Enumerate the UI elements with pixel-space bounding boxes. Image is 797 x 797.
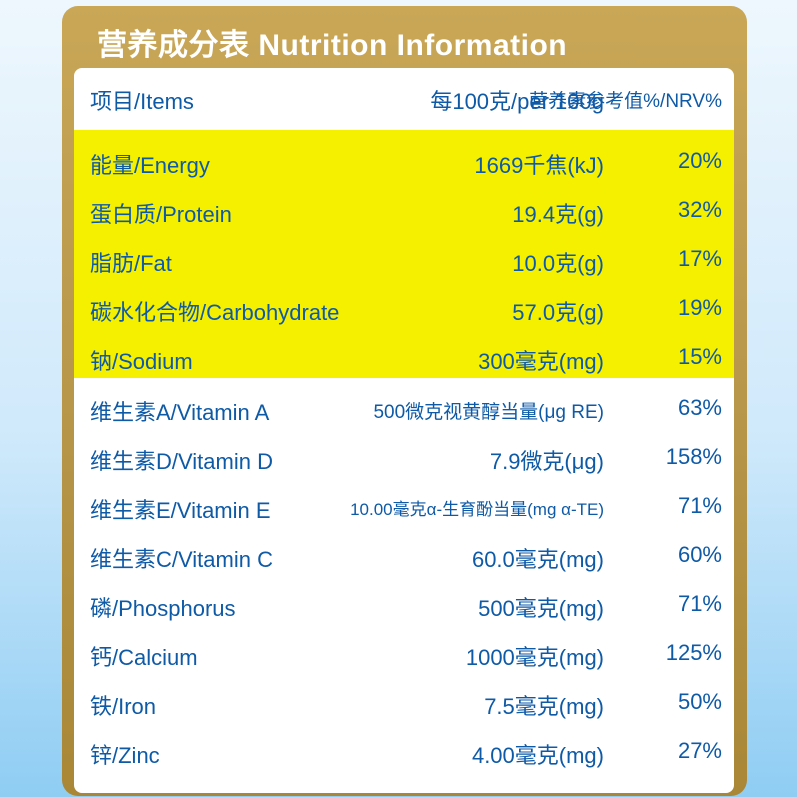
row-nrv: 27%: [677, 738, 722, 763]
row-item: 维生素E/Vitamin E: [90, 498, 271, 523]
row-amount: 60.0毫克(mg): [471, 547, 604, 572]
row-amount: 1000毫克(mg): [465, 645, 604, 670]
header-amount: 每100克/per 100g: [430, 89, 604, 114]
nutrition-panel: 营养成分表 Nutrition Information 项目/Items 每10…: [62, 6, 747, 796]
row-nrv: 32%: [677, 197, 722, 222]
table-row: 能量/Energy 1669千焦(kJ) 20%: [74, 136, 734, 185]
row-item: 维生素C/Vitamin C: [90, 547, 273, 572]
panel-title: 营养成分表 Nutrition Information: [97, 29, 568, 62]
table-row: 锌/Zinc 4.00毫克(mg) 27%: [74, 726, 734, 775]
row-nrv: 125%: [665, 640, 722, 665]
row-nrv: 15%: [677, 344, 722, 369]
row-amount: 1669千焦(kJ): [474, 153, 604, 178]
table-row: 磷/Phosphorus 500毫克(mg) 71%: [74, 579, 734, 628]
row-nrv: 20%: [677, 148, 722, 173]
row-amount: 7.5毫克(mg): [484, 694, 604, 719]
row-nrv: 71%: [677, 591, 722, 616]
row-amount: 500微克视黄醇当量(μg RE): [373, 402, 604, 423]
table-row: 维生素E/Vitamin E 10.00毫克α-生育酚当量(mg α-TE) 7…: [74, 481, 734, 530]
row-amount: 4.00毫克(mg): [471, 743, 604, 768]
row-nrv: 71%: [677, 493, 722, 518]
table-row: 维生素A/Vitamin A 500微克视黄醇当量(μg RE) 63%: [74, 383, 734, 432]
row-item: 脂肪/Fat: [90, 251, 172, 276]
core-nutrients-highlight: [74, 130, 734, 378]
table-header: 项目/Items 每100克/per 100g 营养素参考值%/NRV%: [74, 68, 734, 126]
row-nrv: 60%: [677, 542, 722, 567]
table-row: 钠/Sodium 300毫克(mg) 15%: [74, 332, 734, 381]
table-row: 维生素C/Vitamin C 60.0毫克(mg) 60%: [74, 530, 734, 579]
table-row: 蛋白质/Protein 19.4克(g) 32%: [74, 185, 734, 234]
row-item: 蛋白质/Protein: [90, 202, 232, 227]
table-row: 维生素D/Vitamin D 7.9微克(μg) 158%: [74, 432, 734, 481]
table-row: 钙/Calcium 1000毫克(mg) 125%: [74, 628, 734, 677]
row-amount: 57.0克(g): [512, 300, 604, 325]
row-amount: 19.4克(g): [512, 202, 604, 227]
row-item: 锌/Zinc: [90, 743, 160, 768]
nutrition-table: 项目/Items 每100克/per 100g 营养素参考值%/NRV% 能量/…: [74, 68, 734, 793]
row-item: 铁/Iron: [90, 694, 157, 719]
row-nrv: 17%: [677, 246, 722, 271]
header-nrv: 营养素参考值%/NRV%: [529, 91, 722, 112]
table-row: 脂肪/Fat 10.0克(g) 17%: [74, 234, 734, 283]
table-row: 铁/Iron 7.5毫克(mg) 50%: [74, 677, 734, 726]
row-nrv: 158%: [665, 444, 722, 469]
row-item: 碳水化合物/Carbohydrate: [90, 300, 340, 325]
row-item: 维生素A/Vitamin A: [90, 400, 270, 425]
row-amount: 10.0克(g): [512, 251, 604, 276]
row-item: 维生素D/Vitamin D: [90, 449, 273, 474]
header-items: 项目/Items: [90, 89, 194, 114]
table-row: 碳水化合物/Carbohydrate 57.0克(g) 19%: [74, 283, 734, 332]
row-amount: 300毫克(mg): [478, 349, 604, 374]
row-amount: 500毫克(mg): [478, 596, 604, 621]
row-nrv: 50%: [677, 689, 722, 714]
row-item: 能量/Energy: [90, 153, 210, 178]
row-nrv: 19%: [677, 295, 722, 320]
row-item: 磷/Phosphorus: [90, 596, 236, 621]
row-nrv: 63%: [677, 395, 722, 420]
row-amount: 7.9微克(μg): [489, 449, 604, 474]
row-amount: 10.00毫克α-生育酚当量(mg α-TE): [350, 500, 604, 519]
row-item: 钠/Sodium: [90, 349, 193, 374]
row-item: 钙/Calcium: [90, 645, 198, 670]
